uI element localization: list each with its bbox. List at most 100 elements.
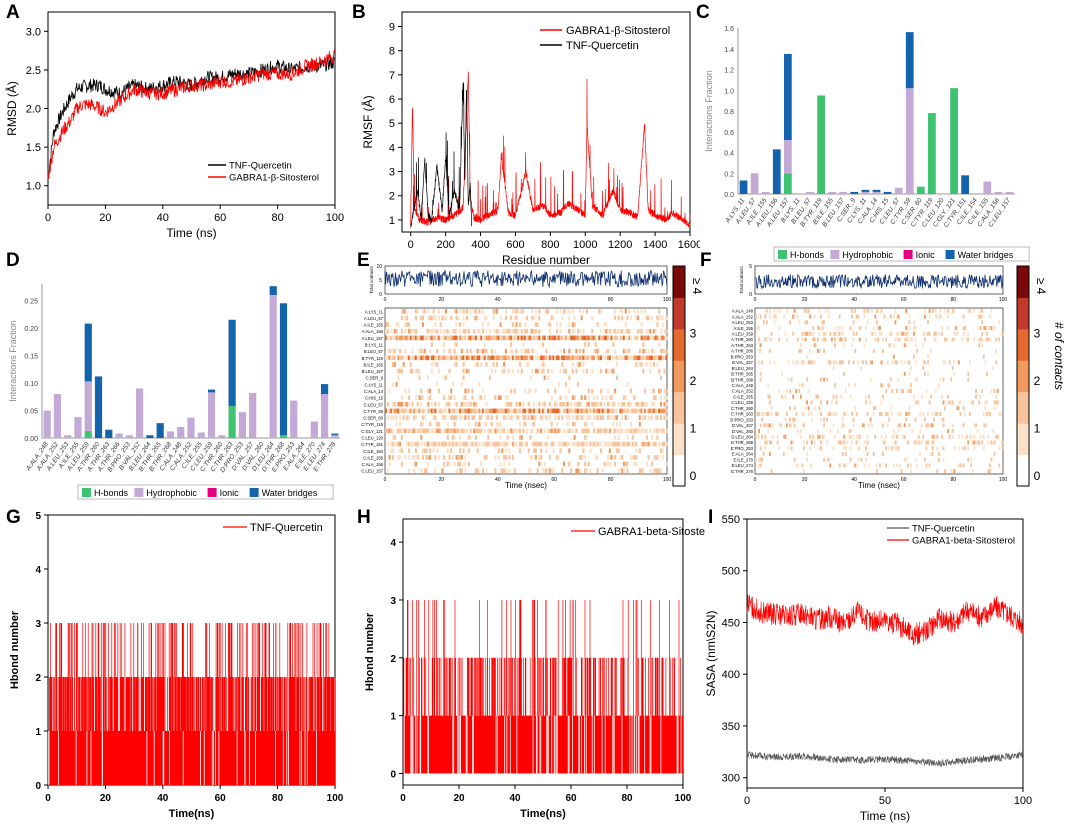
contact-cell bbox=[540, 428, 543, 434]
contact-cell bbox=[518, 322, 522, 327]
contact-cell bbox=[817, 434, 819, 439]
contact-cell bbox=[520, 408, 523, 414]
contact-cell bbox=[443, 461, 446, 467]
contact-cell bbox=[464, 308, 467, 314]
contact-cell bbox=[972, 469, 974, 474]
contact-cell bbox=[628, 401, 631, 407]
contact-cell bbox=[640, 308, 643, 314]
contact-cell bbox=[407, 355, 410, 361]
contact-cell bbox=[865, 457, 867, 462]
contact-cell bbox=[451, 335, 455, 341]
contact-cell bbox=[759, 343, 762, 348]
contact-cell bbox=[759, 457, 762, 462]
residue-label: A:ALA_156 bbox=[362, 329, 384, 334]
contact-cell bbox=[855, 440, 858, 445]
contact-cell bbox=[843, 423, 846, 428]
top-x-tick: 20 bbox=[802, 297, 808, 303]
contact-cell bbox=[981, 343, 984, 348]
contact-cell bbox=[511, 435, 514, 440]
contact-cell bbox=[637, 315, 640, 321]
contact-cell bbox=[993, 451, 996, 456]
bar-hydrophobic bbox=[64, 435, 72, 438]
contact-cell bbox=[885, 337, 888, 342]
contact-cell bbox=[414, 395, 418, 400]
contact-cell bbox=[950, 377, 953, 382]
contact-cell bbox=[894, 308, 897, 313]
bar-hydrophobic bbox=[839, 191, 848, 194]
contact-cell bbox=[430, 408, 433, 414]
contact-cell bbox=[481, 388, 484, 394]
contact-cell bbox=[534, 328, 537, 334]
contact-cell bbox=[982, 411, 985, 416]
contact-cell bbox=[534, 415, 537, 420]
contact-cell bbox=[768, 451, 771, 456]
contact-cell bbox=[538, 401, 541, 407]
contact-cell bbox=[812, 360, 815, 365]
contact-cell bbox=[559, 335, 562, 341]
contact-cell bbox=[453, 435, 456, 440]
contact-cell bbox=[600, 408, 603, 414]
contact-cell bbox=[464, 428, 467, 434]
contact-cell bbox=[444, 328, 447, 334]
contact-cell bbox=[880, 331, 883, 336]
contact-cell bbox=[541, 415, 544, 420]
contact-cell bbox=[511, 441, 514, 447]
contact-cell bbox=[637, 428, 640, 434]
contact-cell bbox=[411, 441, 414, 447]
contact-cell bbox=[849, 457, 852, 462]
contact-cell bbox=[841, 360, 844, 365]
contact-cell bbox=[568, 441, 571, 447]
contact-cell bbox=[964, 411, 967, 416]
contact-cell bbox=[504, 395, 507, 400]
contact-cell bbox=[998, 446, 1001, 451]
contact-cell bbox=[838, 463, 841, 468]
contact-cell bbox=[647, 335, 650, 341]
contact-cell bbox=[441, 441, 444, 447]
contact-cell bbox=[573, 335, 576, 341]
contact-cell bbox=[490, 355, 493, 361]
contact-cell bbox=[812, 326, 815, 331]
contact-cell bbox=[804, 320, 807, 325]
contact-cell bbox=[920, 440, 923, 445]
contact-cell bbox=[548, 322, 551, 327]
contact-cell bbox=[927, 331, 929, 336]
contact-cell bbox=[413, 328, 416, 334]
contact-cell bbox=[548, 355, 551, 361]
contact-cell bbox=[464, 461, 467, 467]
contact-cell bbox=[466, 315, 469, 321]
y-tick-label: 2.0 bbox=[26, 104, 41, 116]
contact-cell bbox=[852, 434, 855, 439]
contact-cell bbox=[522, 401, 525, 407]
y-tick-label: 1.6 bbox=[724, 26, 734, 33]
contact-cell bbox=[422, 308, 425, 314]
contact-cell bbox=[852, 331, 855, 336]
contact-cell bbox=[430, 315, 433, 321]
contact-cell bbox=[600, 428, 603, 434]
contact-cell bbox=[594, 441, 597, 447]
contact-cell bbox=[793, 417, 796, 422]
contact-cell bbox=[501, 355, 504, 361]
contact-cell bbox=[872, 326, 875, 331]
contact-cell bbox=[640, 468, 643, 474]
contact-cell bbox=[573, 401, 576, 407]
y-tick-label: 7 bbox=[389, 70, 395, 82]
bar-h-bonds bbox=[950, 88, 958, 194]
contact-cell bbox=[552, 315, 555, 321]
contact-cell bbox=[789, 388, 791, 394]
contact-cell bbox=[469, 428, 472, 434]
x-tick-label: 100 bbox=[999, 477, 1008, 483]
contact-cell bbox=[459, 328, 462, 334]
contact-cell bbox=[866, 320, 869, 325]
contact-cell bbox=[658, 308, 661, 314]
contact-cell bbox=[637, 335, 640, 341]
top-y-label: Total contacts bbox=[739, 265, 744, 293]
contact-cell bbox=[386, 415, 389, 420]
contact-cell bbox=[759, 348, 762, 353]
contact-cell bbox=[459, 468, 462, 474]
contact-cell bbox=[515, 328, 518, 334]
contact-cell bbox=[823, 331, 826, 336]
contact-cell bbox=[880, 383, 883, 388]
contact-cell bbox=[786, 337, 788, 342]
contact-cell bbox=[543, 362, 546, 367]
contact-cell bbox=[467, 328, 470, 334]
